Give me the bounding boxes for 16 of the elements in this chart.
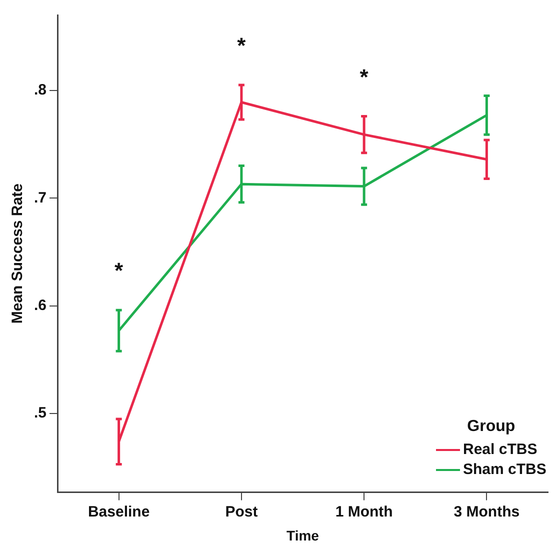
y-tick-label: .8 [34, 82, 47, 99]
legend-label: Sham cTBS [463, 460, 546, 480]
x-tick-label: Post [225, 503, 258, 520]
annotation: * [360, 64, 369, 90]
annotation: * [237, 33, 246, 58]
x-tick-label: Baseline [88, 503, 150, 520]
x-tick-label: 3 Months [454, 503, 520, 520]
legend-label: Real cTBS [463, 440, 538, 460]
y-tick-label: .5 [34, 404, 47, 422]
legend-title: Group [466, 418, 516, 436]
annotation: * [114, 258, 124, 284]
x-axis-title: Time [286, 527, 320, 544]
x-tick-label: 1 Month [335, 503, 393, 520]
y-tick-label: .6 [34, 296, 47, 314]
y-axis-title: Mean Success Rate [9, 184, 26, 324]
y-tick-label: .7 [34, 189, 47, 206]
